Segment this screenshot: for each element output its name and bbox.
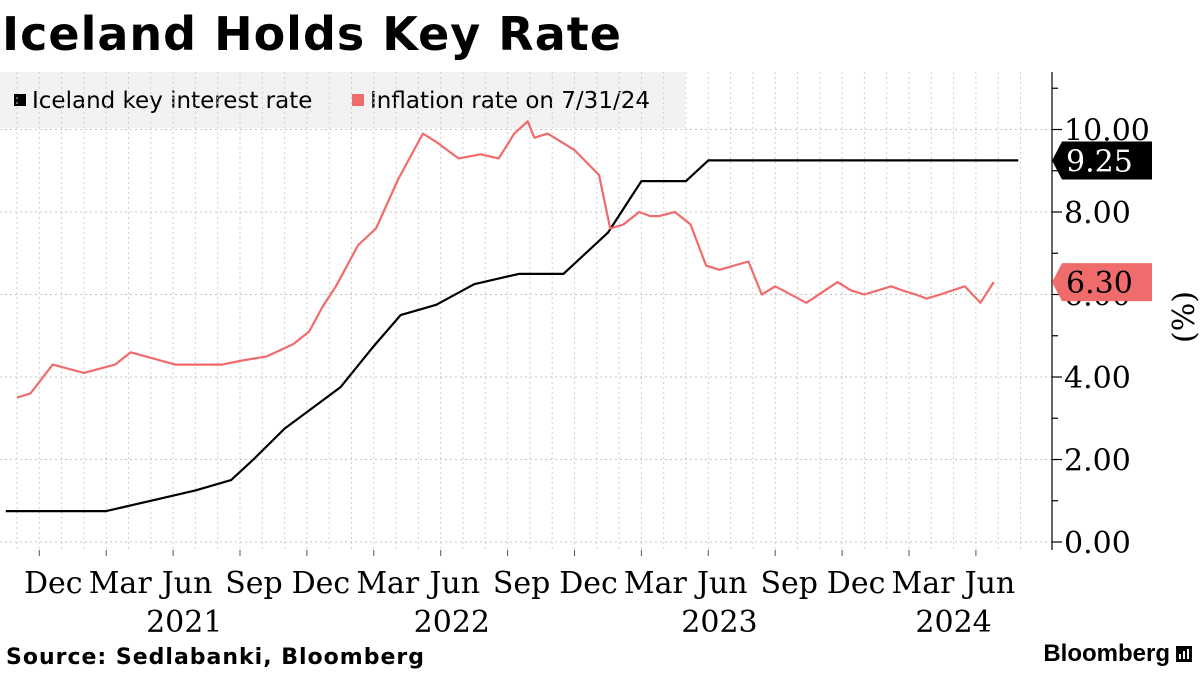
bloomberg-terminal-icon [1176,646,1192,662]
brand-logo: Bloomberg [1043,640,1192,668]
legend-label-key-rate: Iceland key interest rate [32,88,313,114]
legend-label-inflation: Inflation rate on 7/31/24 [370,88,650,114]
series-line-inflation [16,120,995,399]
source-note: Source: Sedlabanki, Bloomberg [6,645,425,670]
x-year-label: 2021 [146,605,222,640]
x-tick-label: Dec [24,566,83,601]
brand-name: Bloomberg [1043,640,1170,667]
y-tick-label: 2.00 [1064,444,1131,479]
x-tick-label: Mar [356,566,420,601]
x-tick-label: Mar [892,566,956,601]
series-line-key-rate [5,159,1019,513]
y-tick-label: 4.00 [1064,361,1131,396]
legend [0,72,685,128]
grid-horizontal [0,129,1052,543]
x-axis: Dec Mar Jun Sep Dec Mar Jun Sep Dec Mar Jun Sep Dec M… [24,550,1015,640]
last-value-tag-key-rate [1052,141,1152,180]
x-tick-label: Mar [89,566,153,601]
legend-item-inflation: Inflation rate on 7/31/24 [352,86,650,116]
x-tick-label: Jun [159,566,213,601]
x-year-label: 2022 [414,605,490,640]
x-tick-label: Sep [225,566,283,601]
x-tick-label: Mar [624,566,688,601]
x-tick-label: Jun [426,566,480,601]
x-tick-label: Dec [292,566,351,601]
last-value-label-key-rate: 9.25 [1066,144,1133,179]
last-value-label-inflation: 6.30 [1066,266,1133,301]
x-tick-label: Jun [694,566,748,601]
x-year-label: 2024 [915,605,991,640]
y-axis-title: (%) [1167,291,1200,343]
x-tick-label: Sep [760,566,818,601]
grid-vertical [16,72,1021,550]
chart-title: Iceland Holds Key Rate [2,7,622,61]
x-tick-label: Dec [827,566,886,601]
x-year-label: 2023 [681,605,757,640]
x-tick-label: Dec [559,566,618,601]
y-tick-label: 0.00 [1064,526,1131,561]
legend-item-key-rate: Iceland key interest rate [14,86,312,116]
x-tick-label: Jun [962,566,1016,601]
x-tick-label: Sep [493,566,551,601]
legend-swatch-inflation [352,94,364,106]
last-value-tag-inflation [1052,263,1152,302]
y-tick-label: 8.00 [1064,196,1131,231]
